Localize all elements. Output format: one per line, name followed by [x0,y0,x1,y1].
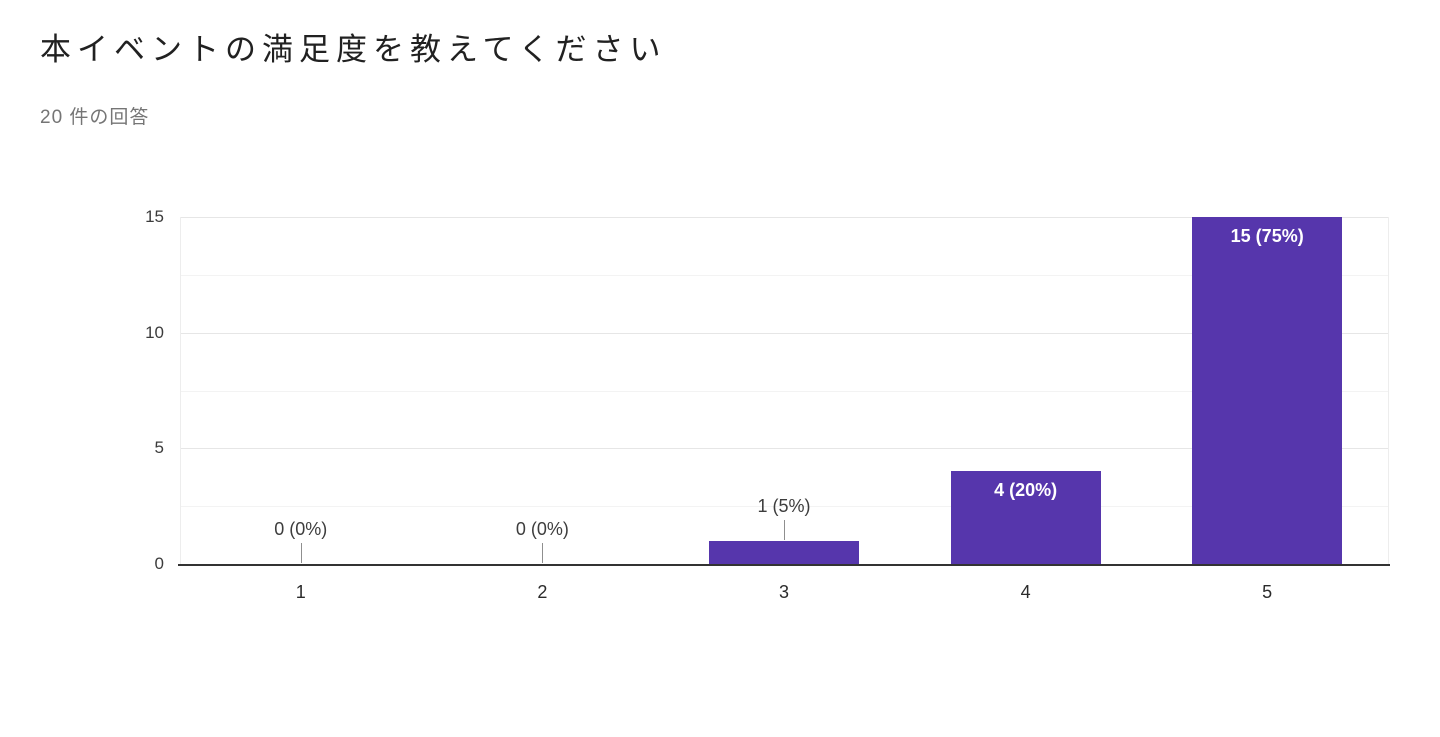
bar-value-label: 15 (75%) [1230,226,1304,246]
question-title: 本イベントの満足度を教えてください [40,32,667,67]
x-axis-line [178,564,1390,566]
x-axis-tick-label: 3 [778,582,790,602]
bar-category-4 [950,471,1101,564]
plot-left-border [180,217,181,564]
x-axis-tick-label: 2 [537,582,548,602]
response-count: 20 件の回答 [40,107,150,128]
major-gridline [180,332,1388,334]
minor-gridline [180,274,1388,276]
annotation-stem [300,543,302,563]
bar-value-label: 0 (0%) [274,519,328,539]
major-gridline [180,448,1388,450]
major-gridline [180,217,1388,218]
bar-value-label: 1 (5%) [757,496,811,516]
x-axis-tick-label: 1 [295,582,306,602]
minor-gridline [180,506,1388,508]
x-axis-tick-label: 4 [1020,582,1031,602]
y-axis-tick-label: 5 [154,438,164,458]
minor-gridline [180,390,1388,392]
bar-category-5 [1192,217,1343,564]
annotation-stem [784,520,785,540]
y-axis-tick-label: 10 [145,322,164,342]
y-axis-tick-label: 15 [145,207,164,226]
annotation-stem [542,543,544,563]
bar-category-3 [709,541,859,564]
bar-value-label: 0 (0%) [515,519,569,539]
plot-right-border [1388,217,1389,564]
bar-value-label: 4 (20%) [994,480,1058,500]
y-axis-tick-label: 0 [154,554,164,573]
x-axis-tick-label: 5 [1262,582,1273,602]
